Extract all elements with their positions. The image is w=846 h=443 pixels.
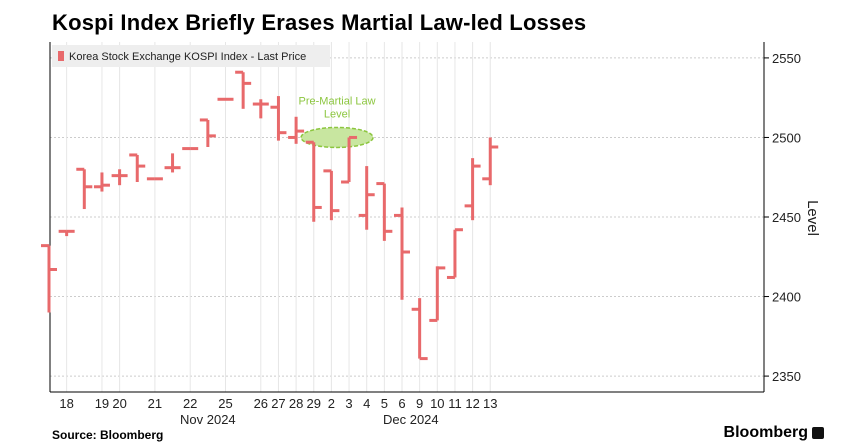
x-tick-label: 26 (254, 396, 268, 411)
y-tick-label: 2350 (772, 369, 801, 384)
annotation: Pre-Martial Law Level (299, 95, 376, 149)
annotation-text-line2: Level (324, 108, 350, 120)
y-tick-label: 2500 (772, 130, 801, 145)
x-tick-label: 27 (271, 396, 285, 411)
x-tick-label: 19 (95, 396, 109, 411)
x-tick-label: 4 (363, 396, 370, 411)
legend-swatch (58, 51, 64, 61)
brand-logo: Bloomberg (724, 424, 824, 442)
axes (49, 42, 765, 393)
y-tick-labels: 2350 2400 2450 2500 2550 (772, 51, 801, 384)
x-tick-label: 2 (328, 396, 335, 411)
legend-label: Korea Stock Exchange KOSPI Index - Last … (69, 51, 306, 63)
chart-title: Kospi Index Briefly Erases Martial Law-l… (52, 10, 587, 35)
x-tick-label: 10 (430, 396, 444, 411)
x-tick-label: 29 (307, 396, 321, 411)
x-tick-label: 21 (148, 396, 162, 411)
month-label: Dec 2024 (383, 412, 439, 427)
y-tick-label: 2550 (772, 51, 801, 66)
x-tick-label: 22 (183, 396, 197, 411)
month-label: Nov 2024 (180, 412, 236, 427)
y-tick-label: 2450 (772, 210, 801, 225)
month-labels: Nov 2024 Dec 2024 (180, 412, 439, 427)
x-tick-label: 20 (112, 396, 126, 411)
x-tick-label: 28 (289, 396, 303, 411)
x-tick-label: 18 (59, 396, 73, 411)
x-tick-label: 13 (483, 396, 497, 411)
y-tick-label: 2400 (772, 290, 801, 305)
x-tick-label: 25 (218, 396, 232, 411)
y-axis-title: Level (804, 200, 821, 236)
x-tick-labels: 18 19 20 21 22 25 26 27 28 29 2 3 4 5 6 9 10 11 12 13 (59, 396, 497, 411)
brand-name: Bloomberg (723, 424, 808, 441)
source-note: Source: Bloomberg (52, 428, 164, 442)
x-tick-label: 9 (416, 396, 423, 411)
grid-lines (50, 42, 769, 392)
annotation-ellipse (300, 126, 374, 149)
price-bars (41, 70, 499, 361)
x-tick-label: 6 (398, 396, 405, 411)
brand-badge-icon (812, 427, 824, 439)
annotation-text-line1: Pre-Martial Law (299, 95, 376, 107)
legend: Korea Stock Exchange KOSPI Index - Last … (52, 45, 330, 67)
x-tick-label: 11 (448, 396, 462, 411)
x-tick-label: 12 (465, 396, 479, 411)
x-tick-label: 5 (381, 396, 388, 411)
legend-box (52, 45, 330, 67)
x-tick-label: 3 (345, 396, 352, 411)
